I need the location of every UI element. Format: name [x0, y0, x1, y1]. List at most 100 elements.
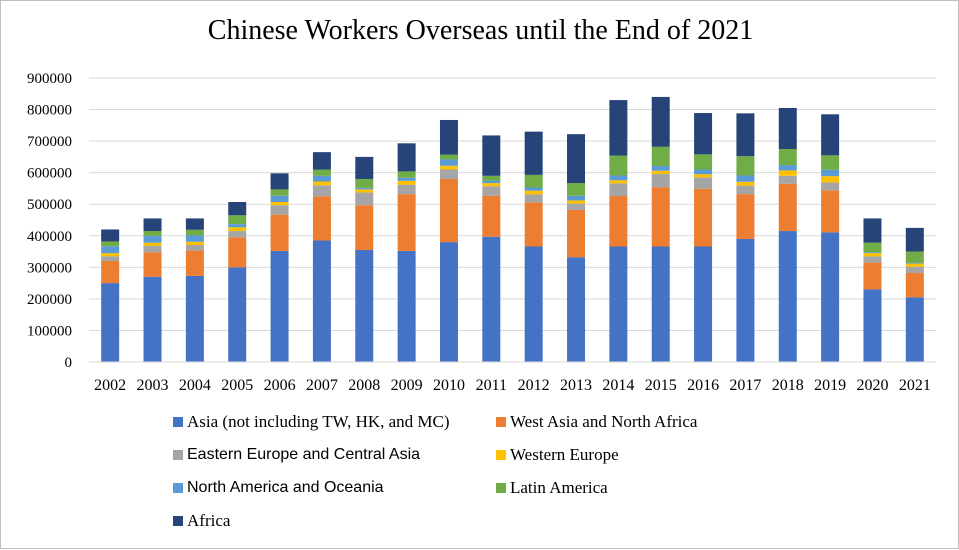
x-tick-label: 2014: [602, 377, 634, 394]
bar-segment: [736, 156, 755, 176]
legend-item: West Asia and North Africa: [496, 411, 773, 433]
x-axis-ticks: 2002 2003 2004 2005 2006 2007 2008 2009 2010 2011…: [94, 377, 931, 394]
x-tick-label: 2020: [856, 377, 888, 394]
legend-label: North America and Oceania: [187, 479, 384, 496]
x-tick-label: 2015: [645, 377, 677, 394]
bar-segment: [270, 202, 289, 206]
bar-segment: [778, 231, 797, 362]
y-tick-label: 300000: [27, 260, 72, 276]
bar-segment: [778, 183, 797, 232]
x-tick-label: 2017: [729, 377, 761, 394]
bar-segment: [143, 252, 162, 277]
bar-segment: [228, 231, 247, 238]
bar-segment: [397, 250, 416, 362]
bar-segment: [355, 205, 374, 250]
bar-segment: [778, 165, 797, 171]
x-tick-label: 2005: [221, 377, 253, 394]
bar-segment: [143, 218, 162, 232]
legend-label: Eastern Europe and Central Asia: [187, 446, 421, 463]
legend-swatch: [496, 417, 506, 427]
bar-segment: [778, 175, 797, 184]
legend-swatch: [173, 450, 183, 460]
bar-segment: [736, 238, 755, 362]
bars: [101, 96, 924, 362]
bar-segment: [482, 180, 501, 184]
x-tick-label: 2003: [137, 377, 169, 394]
bar-segment: [863, 253, 882, 257]
bar-segment: [651, 173, 670, 188]
bar-segment: [736, 113, 755, 157]
bar-segment: [609, 175, 628, 181]
bar-segment: [355, 189, 374, 193]
bar-segment: [312, 175, 331, 182]
bar-segment: [143, 242, 162, 246]
legend-swatch: [496, 483, 506, 493]
bar-segment: [355, 187, 374, 190]
legend-label: West Asia and North Africa: [510, 412, 698, 431]
bar-segment: [439, 154, 458, 160]
bar-segment: [185, 241, 204, 245]
bar-segment: [905, 273, 924, 298]
bar-segment: [609, 183, 628, 197]
bar-segment: [143, 245, 162, 253]
bar-segment: [609, 100, 628, 156]
legend-label: Latin America: [510, 478, 608, 497]
bar-segment: [609, 246, 628, 362]
bar-segment: [821, 190, 840, 233]
legend-label: Western Europe: [510, 445, 619, 464]
legend-item: Western Europe: [496, 444, 773, 466]
bar-segment: [101, 256, 120, 262]
legend-item: North America and Oceania: [173, 477, 496, 499]
bar-segment: [270, 205, 289, 215]
bar-segment: [524, 190, 543, 195]
bar-segment: [143, 231, 162, 236]
chart-title: Chinese Workers Overseas until the End o…: [207, 15, 754, 46]
bar-segment: [439, 178, 458, 243]
bar-segment: [228, 224, 247, 228]
bar-segment: [270, 173, 289, 190]
bar-segment: [101, 229, 120, 242]
bar-segment: [101, 261, 120, 284]
bar-segment: [694, 169, 713, 175]
bar-segment: [312, 196, 331, 241]
bar-segment: [185, 275, 204, 362]
bar-segment: [524, 174, 543, 188]
bar-segment: [736, 175, 755, 182]
bar-segment: [185, 229, 204, 236]
bar-segment: [905, 263, 924, 267]
bar-segment: [270, 250, 289, 362]
bar-segment: [694, 246, 713, 362]
bar-segment: [905, 297, 924, 362]
bar-segment: [185, 250, 204, 276]
bar-segment: [609, 155, 628, 176]
bar-segment: [397, 177, 416, 181]
legend: Asia (not including TW, HK, and MC) West …: [173, 411, 773, 532]
bar-segment: [355, 249, 374, 362]
bar-segment: [651, 170, 670, 174]
bar-segment: [439, 119, 458, 155]
bar-segment: [651, 96, 670, 147]
legend-swatch: [173, 483, 183, 493]
bar-segment: [524, 194, 543, 203]
bar-segment: [228, 215, 247, 225]
bar-segment: [143, 276, 162, 362]
bar-segment: [397, 143, 416, 172]
x-tick-label: 2002: [94, 377, 126, 394]
bar-segment: [567, 200, 586, 204]
x-tick-label: 2006: [264, 377, 296, 394]
bar-segment: [821, 232, 840, 362]
bar-segment: [694, 113, 713, 155]
bar-segment: [482, 183, 501, 187]
bar-segment: [482, 175, 501, 181]
gridlines: [89, 77, 936, 331]
legend-swatch: [173, 516, 183, 526]
bar-segment: [567, 195, 586, 201]
y-tick-label: 200000: [27, 292, 72, 308]
bar-segment: [905, 227, 924, 252]
bar-segment: [821, 176, 840, 183]
bar-segment: [524, 202, 543, 247]
bar-segment: [228, 202, 247, 216]
bar-segment: [270, 189, 289, 196]
x-tick-label: 2013: [560, 377, 592, 394]
x-tick-label: 2011: [476, 377, 507, 394]
